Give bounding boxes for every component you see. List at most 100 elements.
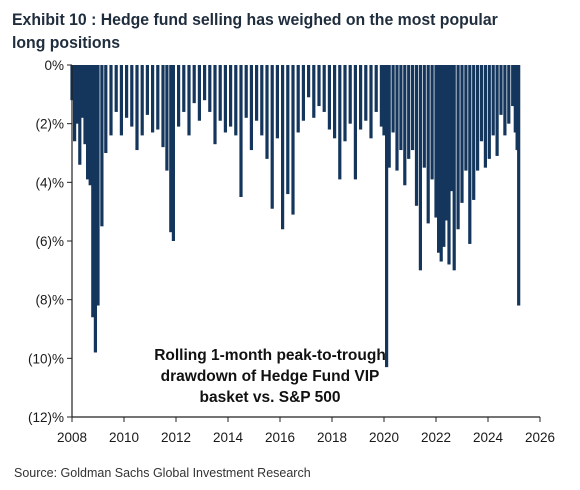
bar xyxy=(73,65,77,142)
x-tick-label: 2018 xyxy=(317,430,347,445)
bar xyxy=(197,65,201,121)
x-tick-label: 2012 xyxy=(161,430,191,445)
x-tick-label: 2026 xyxy=(525,430,555,445)
x-tick-label: 2022 xyxy=(421,430,451,445)
annotation-line: basket vs. S&P 500 xyxy=(199,389,340,406)
bar xyxy=(499,65,503,115)
bar xyxy=(161,65,165,148)
bar xyxy=(387,65,391,168)
bar xyxy=(80,65,84,118)
bar xyxy=(385,65,389,368)
bar xyxy=(464,65,468,171)
bar xyxy=(255,65,259,121)
bar xyxy=(208,65,212,112)
bar xyxy=(442,65,446,247)
bar xyxy=(130,65,134,127)
bar xyxy=(78,65,82,165)
bar xyxy=(374,65,378,112)
bar xyxy=(353,65,357,180)
bar xyxy=(348,65,352,124)
y-tick-label: 0% xyxy=(44,58,64,73)
bar xyxy=(468,65,472,244)
bar xyxy=(513,65,517,133)
x-tick-label: 2020 xyxy=(369,430,399,445)
y-tick-label: (12)% xyxy=(28,410,64,425)
bar xyxy=(91,65,95,318)
bar xyxy=(403,65,407,186)
bar xyxy=(511,65,515,107)
bar xyxy=(379,65,383,127)
y-axis-labels: 0% (2)% (4)% (6)% (8)% (10)% (12)% xyxy=(28,58,64,425)
bar xyxy=(145,65,149,115)
source-note: Source: Goldman Sachs Global Investment … xyxy=(14,466,311,480)
x-tick-label: 2024 xyxy=(473,430,504,445)
y-tick-label: (10)% xyxy=(28,351,64,366)
axes-layer xyxy=(67,64,541,422)
bars-layer xyxy=(70,65,521,368)
bar xyxy=(307,65,311,98)
bar xyxy=(291,65,295,215)
bar xyxy=(234,65,238,136)
x-tick-label: 2010 xyxy=(109,430,139,445)
bar xyxy=(450,65,454,192)
bar xyxy=(165,65,169,171)
bar xyxy=(114,65,118,112)
bar xyxy=(218,65,222,121)
bar xyxy=(223,65,227,133)
bar xyxy=(119,65,123,136)
bar xyxy=(83,65,87,145)
bar xyxy=(104,65,108,153)
bar xyxy=(333,65,337,139)
bar xyxy=(487,65,491,159)
bar xyxy=(192,65,196,104)
bar xyxy=(265,65,269,159)
bar xyxy=(135,65,139,151)
bar xyxy=(213,65,217,145)
bar xyxy=(239,65,243,197)
bar xyxy=(281,65,285,230)
bar xyxy=(244,65,248,118)
bar xyxy=(151,65,155,133)
bar xyxy=(86,65,90,180)
bar xyxy=(364,65,368,121)
bar xyxy=(414,65,419,206)
bar xyxy=(286,65,290,195)
bar xyxy=(249,65,253,151)
bar xyxy=(399,65,403,151)
bar xyxy=(460,65,464,203)
bar xyxy=(422,65,426,168)
exhibit-title: Exhibit 10 : Hedge fund selling has weig… xyxy=(12,10,498,52)
bar xyxy=(182,65,186,112)
bar xyxy=(507,65,511,124)
bar xyxy=(444,65,448,221)
bar xyxy=(472,65,476,200)
bar xyxy=(418,65,422,271)
bar xyxy=(395,65,399,171)
bar xyxy=(156,65,160,130)
bar xyxy=(301,65,305,121)
bar xyxy=(260,65,264,136)
bar xyxy=(177,65,181,127)
bar xyxy=(169,65,173,233)
bar xyxy=(203,65,207,101)
bar xyxy=(100,65,104,227)
bar xyxy=(391,65,395,133)
y-tick-label: (2)% xyxy=(35,117,64,132)
bar xyxy=(495,65,499,156)
x-tick-label: 2016 xyxy=(265,430,295,445)
bar xyxy=(171,65,175,241)
bar xyxy=(93,65,97,353)
chart-annotation: Rolling 1-month peak-to-trough drawdown o… xyxy=(154,347,386,406)
bar xyxy=(322,65,326,112)
bar xyxy=(452,65,456,271)
bar xyxy=(75,65,79,124)
x-tick-label: 2014 xyxy=(213,430,244,445)
bar xyxy=(434,65,438,218)
bar xyxy=(343,65,347,142)
bar xyxy=(369,65,373,139)
bar xyxy=(125,65,129,118)
bar xyxy=(229,65,233,127)
bar xyxy=(517,65,521,306)
bar xyxy=(476,65,480,171)
